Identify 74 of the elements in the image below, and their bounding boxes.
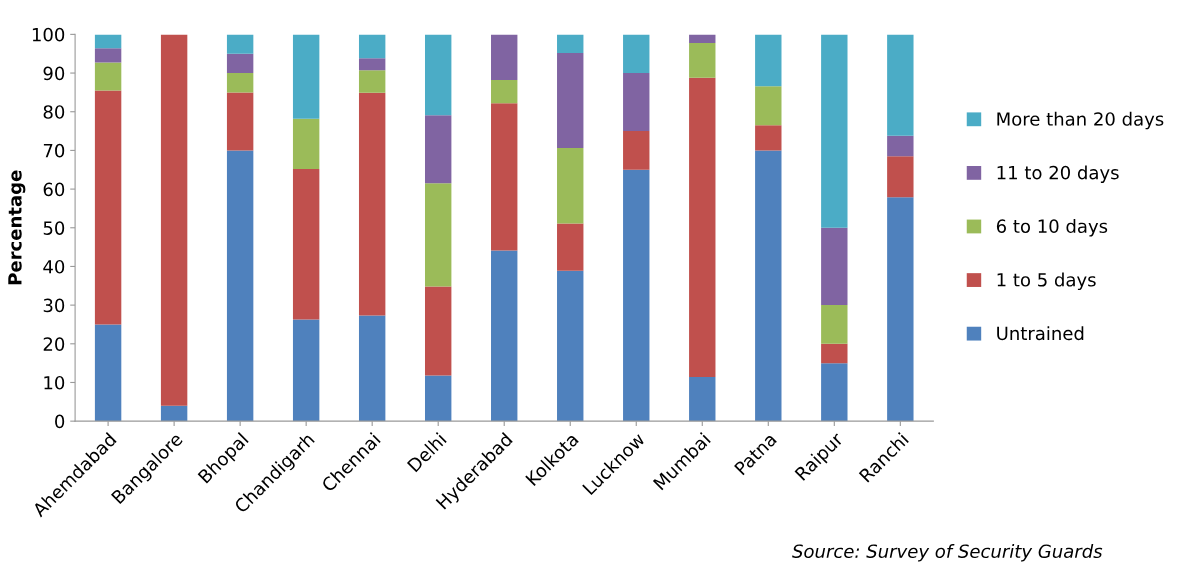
- bar: [160, 34, 188, 406]
- bar: [821, 343, 848, 364]
- bar: [226, 150, 254, 422]
- bar: [689, 77, 716, 378]
- bar: [424, 375, 452, 422]
- bar: [689, 34, 716, 43]
- bar: [358, 315, 386, 422]
- bar: [623, 169, 650, 422]
- legend-label: 6 to 10 days: [996, 219, 1108, 237]
- bar: [292, 319, 320, 422]
- bar: [292, 118, 320, 169]
- bar: [491, 103, 518, 251]
- bar: [557, 223, 584, 271]
- bar: [755, 150, 782, 422]
- bar: [94, 90, 122, 325]
- y-axis-title: Percentage: [8, 170, 26, 285]
- bar: [557, 270, 584, 422]
- bar: [821, 363, 848, 422]
- bar: [821, 227, 848, 306]
- bar: [491, 250, 518, 422]
- y-tick-label: 50: [43, 221, 65, 235]
- bar: [94, 324, 122, 422]
- legend-label: More than 20 days: [997, 111, 1164, 130]
- bar: [226, 73, 254, 93]
- y-tick-label: 60: [43, 182, 65, 197]
- bar: [491, 80, 518, 104]
- bar: [821, 305, 848, 344]
- y-tick-label: 80: [43, 105, 65, 119]
- bar: [358, 92, 386, 316]
- bar: [94, 34, 122, 49]
- y-tick-label: 70: [43, 143, 65, 158]
- bar: [226, 34, 254, 54]
- bar: [887, 197, 914, 422]
- y-tick-label: 10: [44, 375, 65, 390]
- bar: [292, 34, 320, 119]
- bar: [94, 48, 122, 63]
- bar: [358, 70, 386, 93]
- bar: [623, 73, 650, 132]
- legend-label: 11 to 20 days: [997, 165, 1119, 183]
- bar: [887, 156, 914, 198]
- bar: [557, 52, 584, 149]
- bar: [557, 34, 584, 53]
- bar: [160, 405, 188, 422]
- legend-label: 1 to 5 days: [997, 272, 1096, 291]
- bar: [226, 92, 254, 151]
- bar: [557, 148, 584, 224]
- bar: [689, 42, 716, 78]
- bar: [623, 34, 650, 74]
- bar: [821, 34, 848, 228]
- y-tick-label: 100: [32, 27, 65, 42]
- y-tick-label: 30: [43, 298, 65, 313]
- bar: [623, 131, 650, 170]
- bar: [755, 125, 782, 151]
- bar: [424, 34, 452, 116]
- y-tick-label: 0: [55, 414, 65, 429]
- bar: [358, 34, 386, 59]
- bar: [887, 34, 914, 136]
- y-tick-label: 20: [43, 337, 65, 351]
- legend-label: Untrained: [997, 326, 1084, 341]
- bar: [292, 168, 320, 320]
- bar: [491, 34, 518, 81]
- bar: [358, 58, 386, 71]
- bar: [755, 86, 782, 126]
- bar: [424, 183, 452, 287]
- bar: [94, 62, 122, 91]
- bar: [424, 115, 452, 184]
- bar: [689, 377, 716, 422]
- bar: [226, 53, 254, 74]
- y-tick-label: 40: [43, 259, 65, 274]
- bar: [887, 135, 914, 157]
- y-tick-label: 90: [43, 66, 65, 81]
- bar: [424, 286, 452, 376]
- source-note: Source: Survey of Security Guards: [792, 544, 1103, 562]
- bar: [755, 34, 782, 87]
